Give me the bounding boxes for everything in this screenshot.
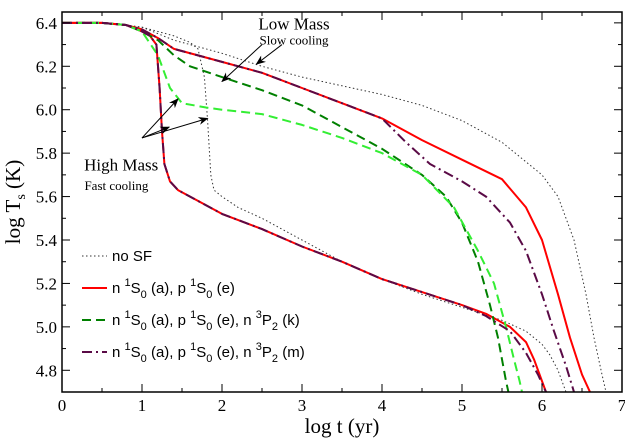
legend-entry: n 1S0 (a), p 1S0 (e) <box>112 277 235 301</box>
y-axis-label-sub: s <box>14 194 29 199</box>
legend: no SF n 1S0 (a), p 1S0 (e) n 1S0 (a), p 1S… <box>82 248 305 365</box>
y-tick-label: 5.8 <box>36 144 57 163</box>
plot-frame <box>61 11 623 393</box>
x-tick-label: 7 <box>618 396 625 415</box>
x-axis-label: log t (yr) <box>305 414 380 438</box>
series-3-curve-0 <box>62 21 523 392</box>
axis-ticks: 0 1 2 3 4 5 6 7 4.8 5.0 5.2 5.4 5.6 5.8 6.0 6.2 6.4 <box>36 12 625 415</box>
plot-curves <box>62 21 607 392</box>
low-mass-label: Low Mass <box>258 14 329 33</box>
series-2-curve-0 <box>62 21 510 392</box>
y-tick-label: 6.4 <box>36 14 58 33</box>
series-1-curve-0 <box>62 21 547 392</box>
x-tick-label: 6 <box>538 396 547 415</box>
low-mass-arrow <box>255 44 283 65</box>
y-tick-label: 5.0 <box>36 318 57 337</box>
x-tick-label: 1 <box>138 396 147 415</box>
high-mass-arrow <box>141 98 179 139</box>
y-axis-label-main: log T <box>1 199 25 244</box>
low-mass-arrow <box>221 44 263 83</box>
y-axis-label-unit: (K) <box>1 160 25 194</box>
x-tick-label: 0 <box>58 396 67 415</box>
y-tick-label: 5.4 <box>36 231 58 250</box>
y-tick-label: 6.0 <box>36 101 57 120</box>
series-0-curve-0 <box>62 22 567 392</box>
y-tick-label: 5.2 <box>36 274 57 293</box>
y-axis-label: log Ts (K) <box>1 160 29 244</box>
y-tick-label: 6.2 <box>36 57 57 76</box>
legend-entry: n 1S0 (a), p 1S0 (e), n 3P2 (m) <box>112 341 305 365</box>
series-0-curve-1 <box>62 22 607 392</box>
x-tick-label: 5 <box>458 396 467 415</box>
series-4-curve-1 <box>62 21 575 392</box>
x-tick-label: 4 <box>378 396 387 415</box>
series-4-curve-0 <box>62 21 547 392</box>
x-tick-label: 3 <box>298 396 307 415</box>
low-mass-sublabel: Slow cooling <box>260 33 329 48</box>
high-mass-label: High Mass <box>84 156 158 175</box>
series-1-curve-1 <box>62 21 591 392</box>
y-tick-label: 5.6 <box>36 188 57 207</box>
x-tick-label: 2 <box>218 396 227 415</box>
high-mass-arrow <box>141 126 171 139</box>
legend-entry: n 1S0 (a), p 1S0 (e), n 3P2 (k) <box>112 309 300 333</box>
high-mass-arrow <box>141 117 209 139</box>
legend-entry: no SF <box>112 248 152 265</box>
y-tick-label: 4.8 <box>36 361 57 380</box>
high-mass-sublabel: Fast cooling <box>84 178 148 193</box>
